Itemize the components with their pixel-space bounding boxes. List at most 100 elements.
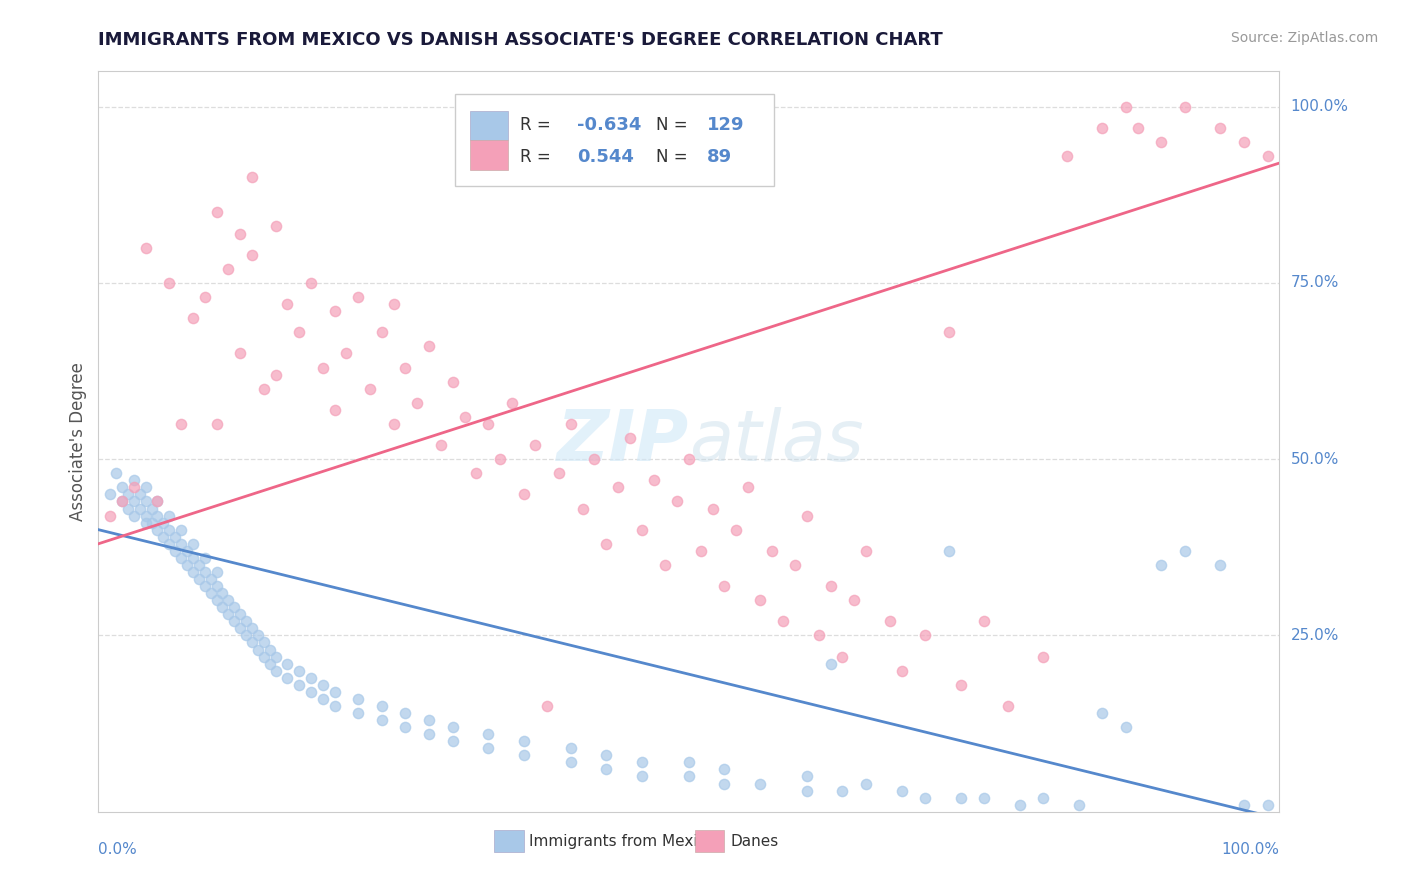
Point bbox=[288, 664, 311, 678]
Point bbox=[394, 360, 416, 375]
Text: 25.0%: 25.0% bbox=[1291, 628, 1339, 643]
Point bbox=[117, 501, 139, 516]
Point bbox=[264, 368, 287, 382]
Bar bbox=[695, 830, 724, 853]
Point bbox=[512, 734, 534, 748]
Point bbox=[938, 325, 960, 339]
Text: R =: R = bbox=[520, 117, 555, 135]
Point bbox=[512, 748, 534, 763]
Point bbox=[807, 628, 830, 642]
Point bbox=[200, 572, 222, 586]
Point bbox=[229, 227, 252, 241]
Point bbox=[855, 776, 877, 790]
Point bbox=[122, 473, 145, 487]
Point bbox=[323, 698, 346, 713]
Text: Danes: Danes bbox=[730, 834, 779, 849]
Point bbox=[194, 579, 217, 593]
Point bbox=[157, 523, 180, 537]
Point bbox=[141, 516, 163, 530]
Point bbox=[1233, 797, 1256, 812]
Point bbox=[211, 586, 233, 600]
Point bbox=[477, 417, 499, 431]
Point bbox=[1233, 135, 1256, 149]
Point bbox=[128, 501, 150, 516]
Point bbox=[122, 480, 145, 494]
Point bbox=[240, 170, 263, 185]
Point bbox=[536, 698, 558, 713]
Point bbox=[235, 628, 257, 642]
Point bbox=[844, 593, 866, 607]
Bar bbox=[471, 111, 508, 140]
Point bbox=[146, 523, 169, 537]
Text: 50.0%: 50.0% bbox=[1291, 451, 1339, 467]
Point bbox=[418, 339, 440, 353]
Point bbox=[1091, 706, 1114, 720]
Point bbox=[146, 494, 169, 508]
Point bbox=[194, 550, 217, 565]
Point bbox=[157, 276, 180, 290]
Point bbox=[194, 290, 217, 304]
Point bbox=[1150, 135, 1173, 149]
Point bbox=[98, 508, 121, 523]
Text: 0.0%: 0.0% bbox=[98, 842, 138, 857]
Point bbox=[347, 706, 370, 720]
Point bbox=[418, 727, 440, 741]
Point bbox=[560, 756, 582, 770]
Point bbox=[135, 494, 157, 508]
Bar bbox=[494, 830, 523, 853]
Point bbox=[382, 297, 405, 311]
Point bbox=[1091, 120, 1114, 135]
Point bbox=[264, 219, 287, 234]
Point bbox=[855, 544, 877, 558]
Point bbox=[323, 402, 346, 417]
Point bbox=[111, 494, 134, 508]
Point bbox=[135, 480, 157, 494]
Text: IMMIGRANTS FROM MEXICO VS DANISH ASSOCIATE'S DEGREE CORRELATION CHART: IMMIGRANTS FROM MEXICO VS DANISH ASSOCIA… bbox=[98, 31, 943, 49]
Point bbox=[152, 516, 174, 530]
Point bbox=[501, 396, 523, 410]
Point bbox=[200, 586, 222, 600]
Text: N =: N = bbox=[655, 117, 693, 135]
Point bbox=[666, 494, 689, 508]
Point bbox=[453, 409, 475, 424]
Point bbox=[176, 558, 198, 572]
Point bbox=[170, 417, 193, 431]
Point bbox=[678, 769, 700, 783]
Point bbox=[418, 713, 440, 727]
Point bbox=[224, 615, 246, 629]
Point bbox=[1209, 558, 1232, 572]
Point bbox=[890, 664, 912, 678]
Text: 89: 89 bbox=[707, 147, 731, 166]
Point bbox=[211, 600, 233, 615]
Point bbox=[748, 593, 770, 607]
Point bbox=[135, 241, 157, 255]
Point bbox=[702, 501, 724, 516]
Point bbox=[654, 558, 676, 572]
Point bbox=[170, 550, 193, 565]
Point bbox=[205, 417, 228, 431]
Point bbox=[240, 621, 263, 635]
Point bbox=[619, 431, 641, 445]
Point bbox=[299, 671, 322, 685]
Point bbox=[122, 508, 145, 523]
Point bbox=[831, 783, 853, 797]
Point bbox=[347, 290, 370, 304]
Point bbox=[165, 544, 187, 558]
Text: Immigrants from Mexico: Immigrants from Mexico bbox=[530, 834, 716, 849]
Point bbox=[259, 657, 281, 671]
Point bbox=[229, 621, 252, 635]
Text: R =: R = bbox=[520, 147, 561, 166]
Point bbox=[1150, 558, 1173, 572]
Text: -0.634: -0.634 bbox=[576, 117, 641, 135]
Point bbox=[689, 544, 711, 558]
Point bbox=[181, 537, 204, 551]
Point bbox=[240, 248, 263, 262]
Point bbox=[276, 671, 298, 685]
Point bbox=[914, 628, 936, 642]
Point bbox=[630, 756, 652, 770]
Point bbox=[276, 657, 298, 671]
Point bbox=[938, 544, 960, 558]
Point bbox=[973, 615, 995, 629]
Point bbox=[299, 685, 322, 699]
Point bbox=[512, 487, 534, 501]
